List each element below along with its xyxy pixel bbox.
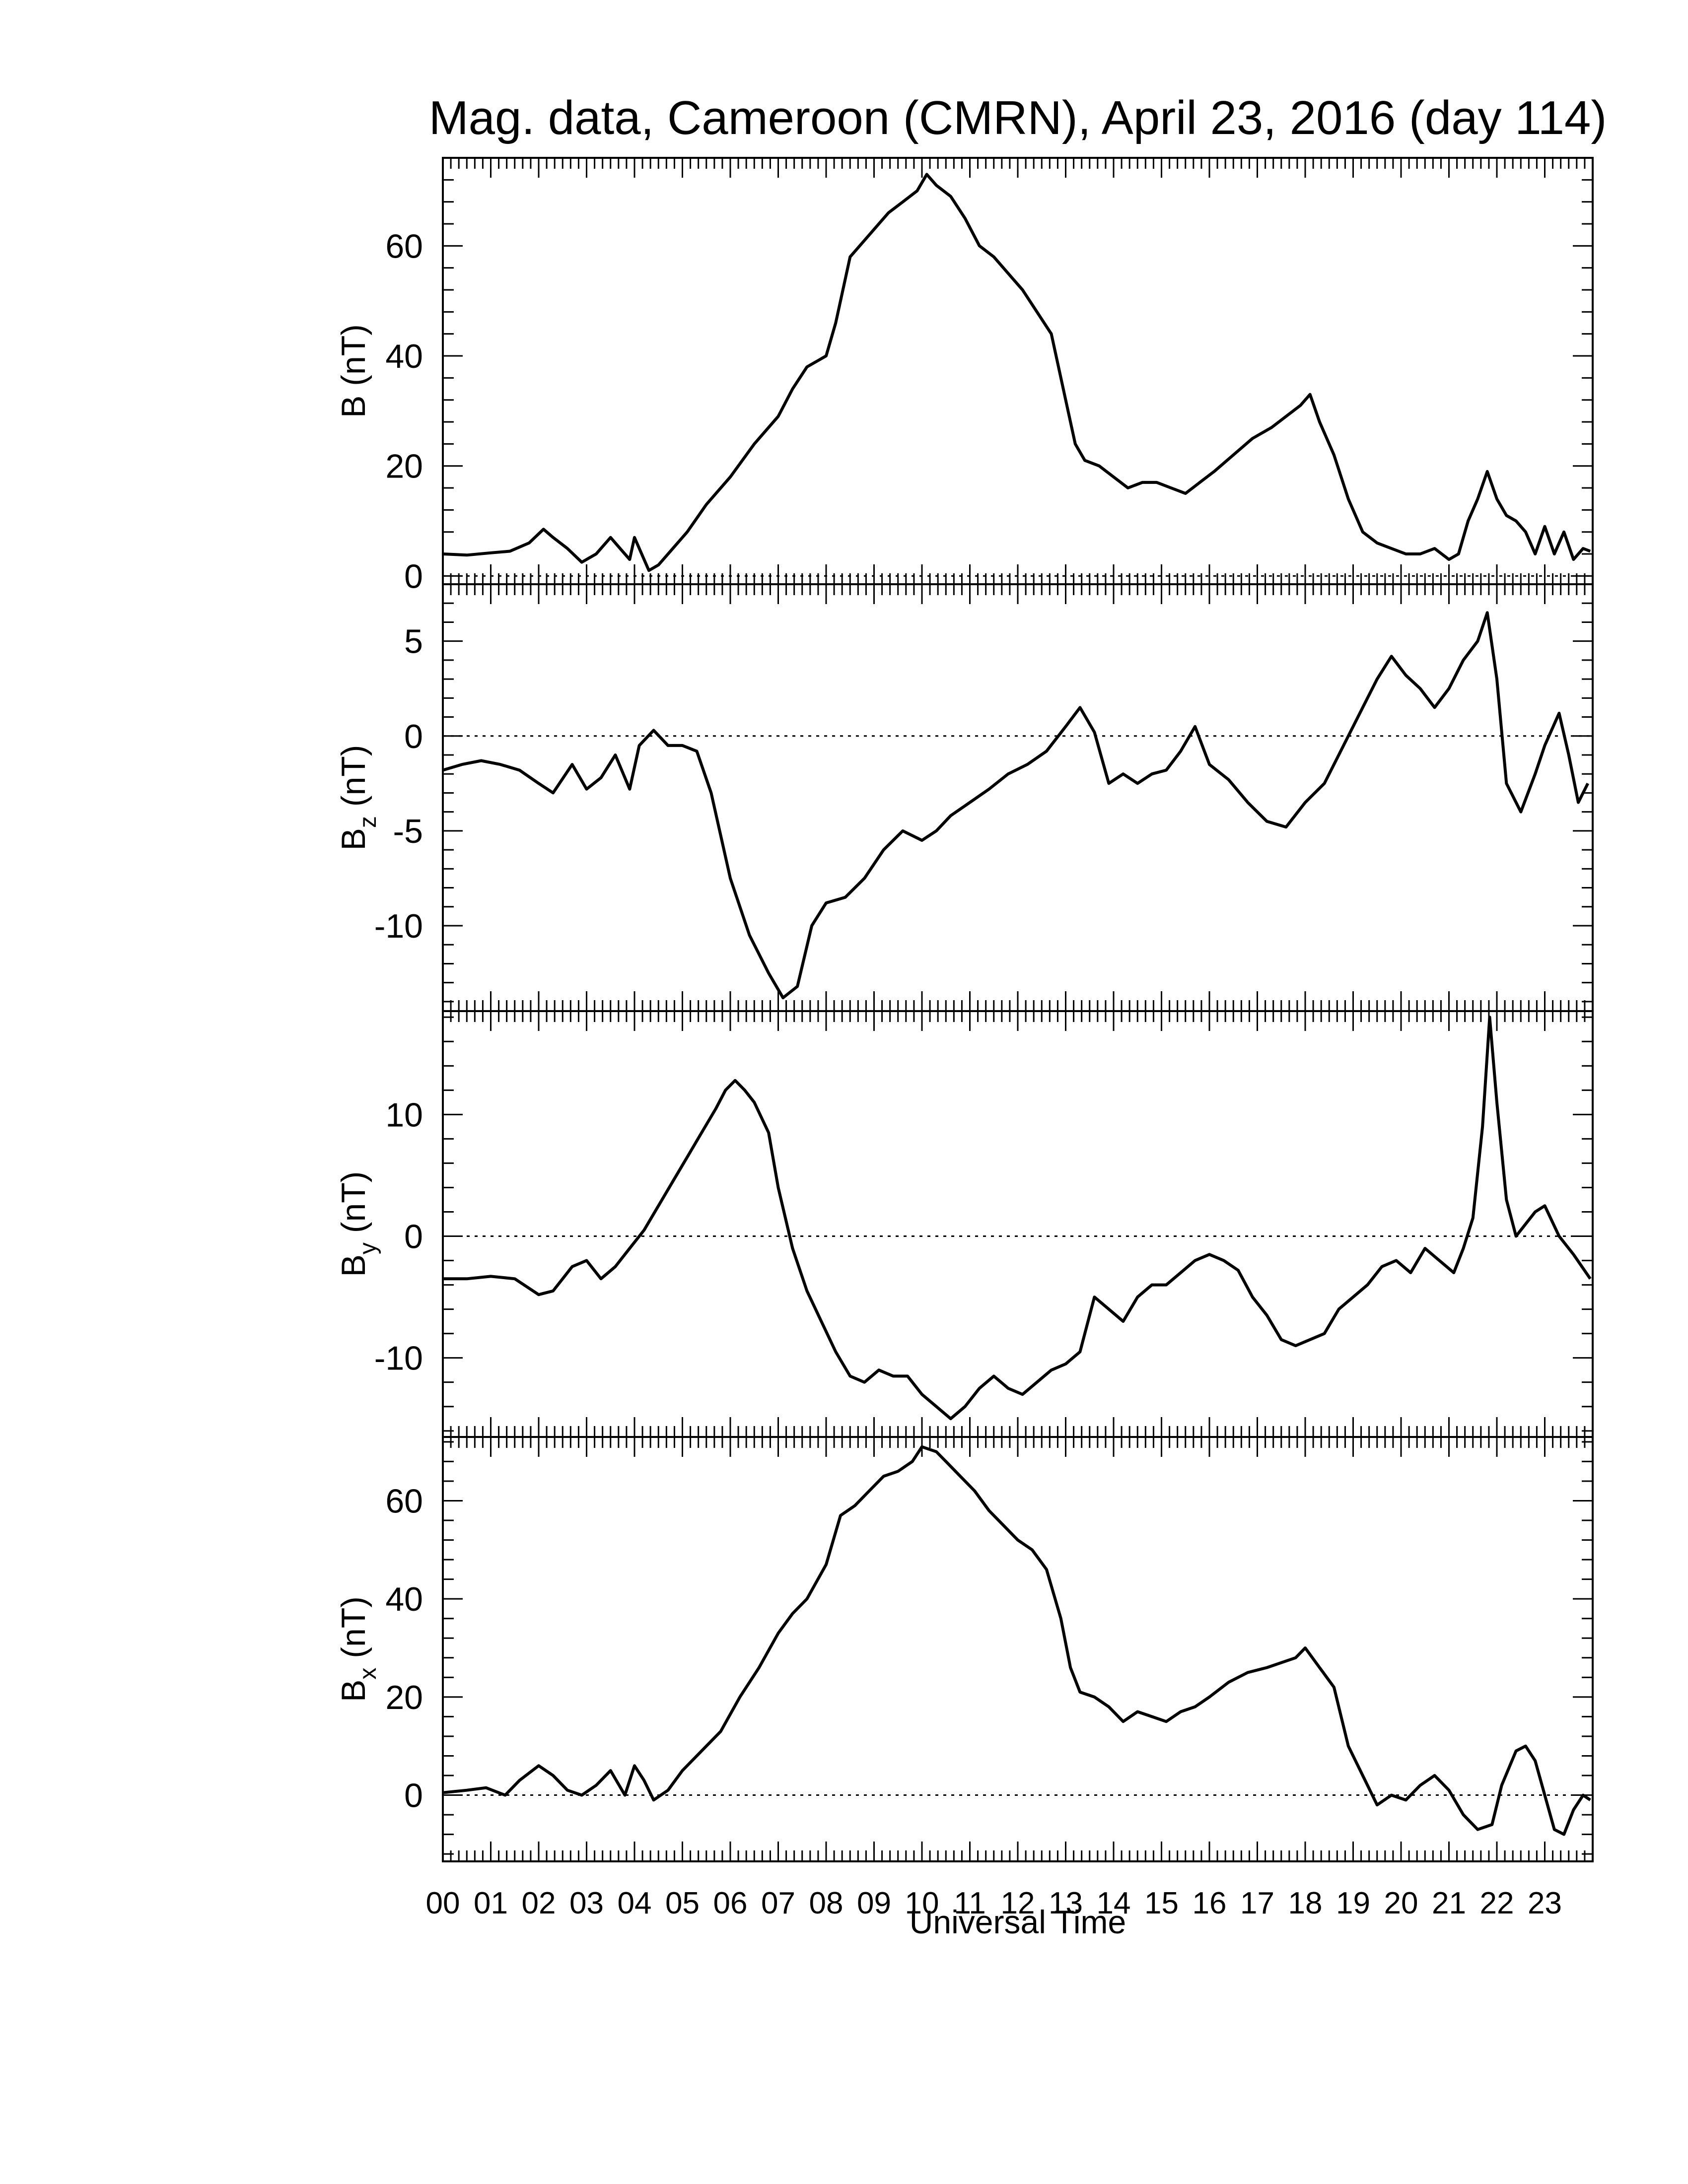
x-tick-label: 16 — [1193, 1886, 1227, 1920]
x-tick-label: 09 — [857, 1886, 891, 1920]
y-axis-label: By (nT) — [335, 1171, 381, 1277]
x-tick-label: 06 — [713, 1886, 748, 1920]
y-tick-label: 10 — [385, 1096, 423, 1134]
x-tick-label: 23 — [1528, 1886, 1562, 1920]
y-tick-label: 0 — [404, 1777, 423, 1815]
y-tick-label: 40 — [385, 338, 423, 375]
x-tick-label: 15 — [1144, 1886, 1179, 1920]
x-tick-label: 13 — [1049, 1886, 1083, 1920]
chart-title: Mag. data, Cameroon (CMRN), April 23, 20… — [429, 91, 1607, 144]
x-tick-label: 17 — [1240, 1886, 1274, 1920]
y-tick-label: 60 — [385, 227, 423, 265]
x-tick-label: 01 — [474, 1886, 508, 1920]
series-line-bz — [442, 611, 1589, 1000]
x-tick-label: 08 — [809, 1886, 844, 1920]
x-tick-label: 21 — [1432, 1886, 1466, 1920]
y-tick-label: -10 — [374, 1340, 423, 1377]
x-tick-label: 12 — [1001, 1886, 1035, 1920]
y-tick-label: 40 — [385, 1580, 423, 1618]
x-axis-label: Universal Time — [910, 1904, 1126, 1940]
x-tick-label: 00 — [426, 1886, 460, 1920]
y-axis-label: Bx (nT) — [335, 1596, 381, 1702]
panel-bz: -10 -5 0 5 Bz (nT) — [335, 583, 1594, 1012]
y-tick-label: 5 — [404, 623, 423, 661]
y-tick-label: 0 — [404, 557, 423, 595]
y-tick-label: 0 — [404, 1218, 423, 1256]
panel-bx: 0 20 40 60 Bx (nT) — [335, 1436, 1594, 1862]
x-tick-label: 20 — [1384, 1886, 1418, 1920]
y-axis-label: Bz (nT) — [335, 745, 381, 851]
series-line-bx — [442, 1445, 1591, 1836]
x-tick-label: 19 — [1336, 1886, 1370, 1920]
x-tick-label: 03 — [569, 1886, 604, 1920]
y-tick-label: -10 — [374, 907, 423, 945]
series-line-by — [443, 1016, 1592, 1421]
y-tick-label: 0 — [404, 718, 423, 755]
y-tick-label: 20 — [385, 1679, 423, 1716]
y-axis-label: B (nT) — [335, 324, 372, 418]
x-axis: 00 01 02 03 04 05 06 07 08 09 10 11 12 13 14 15 16 17 18 19… — [426, 1886, 1562, 1920]
x-tick-label: 18 — [1288, 1886, 1323, 1920]
series-line-b — [442, 173, 1591, 572]
x-tick-label: 11 — [954, 1886, 985, 1920]
x-tick-label: 10 — [905, 1886, 939, 1920]
x-tick-label: 05 — [665, 1886, 700, 1920]
panel-b: 0 20 40 60 B (nT) — [335, 157, 1594, 595]
y-tick-label: -5 — [393, 813, 423, 850]
x-tick-label: 22 — [1480, 1886, 1514, 1920]
y-tick-label: 60 — [385, 1482, 423, 1520]
y-tick-label: 20 — [385, 448, 423, 485]
x-tick-label: 02 — [522, 1886, 556, 1920]
x-tick-label: 14 — [1097, 1886, 1131, 1920]
x-tick-label: 04 — [618, 1886, 652, 1920]
x-tick-label: 07 — [761, 1886, 795, 1920]
